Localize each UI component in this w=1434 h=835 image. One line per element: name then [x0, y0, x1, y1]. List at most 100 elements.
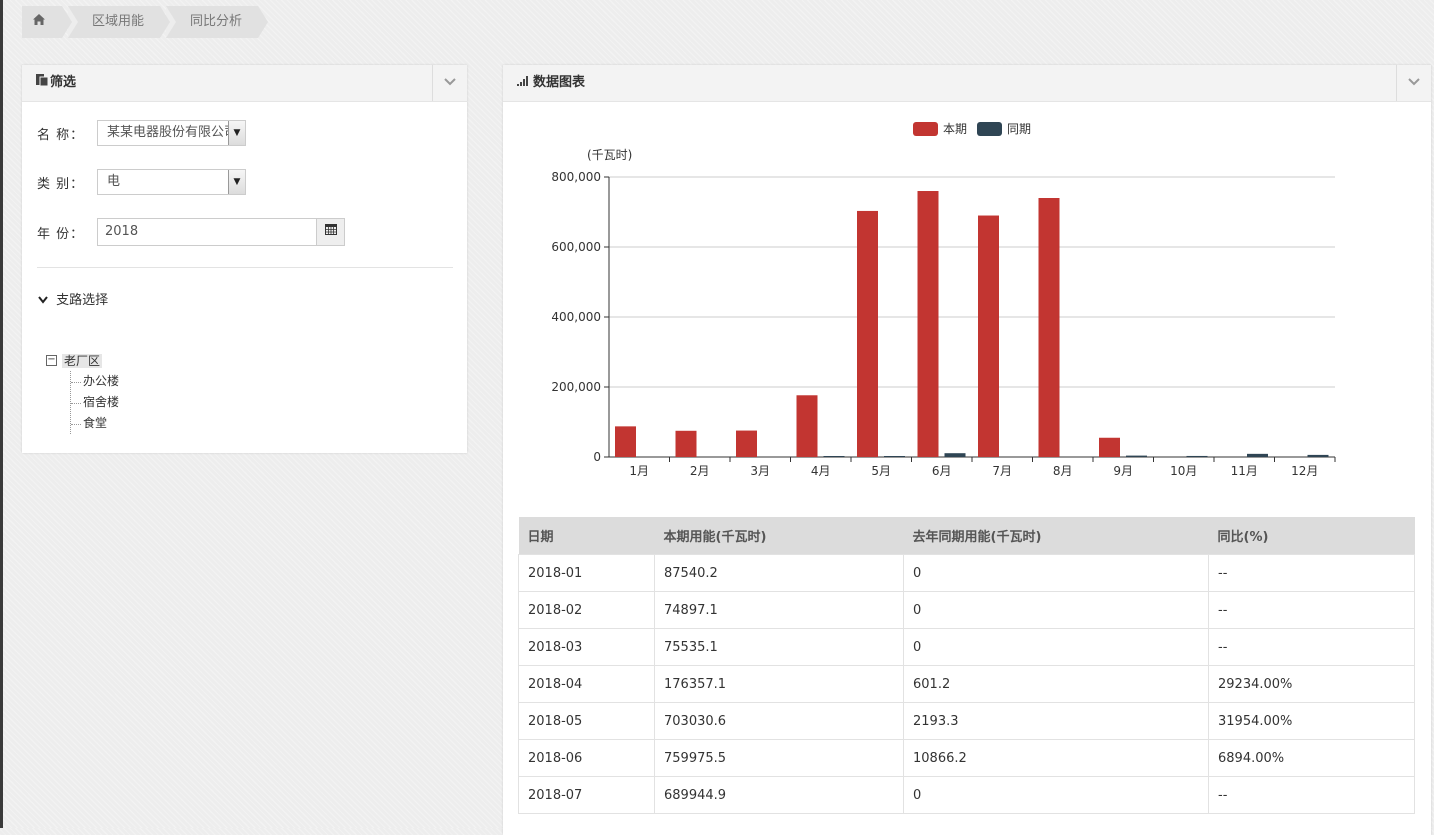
name-label: 名 称：	[37, 127, 85, 143]
category-select[interactable]: 电 ▼	[97, 169, 246, 195]
chevron-down-icon	[1408, 78, 1420, 86]
bar-current	[615, 426, 636, 457]
table-row: 2018-05 703030.6 2193.3 31954.00%	[518, 702, 1415, 740]
tree-root-label[interactable]: 老厂区	[62, 354, 103, 368]
y-tick-label: 800,000	[551, 170, 601, 184]
cell-date: 2018-06	[518, 739, 655, 777]
cell-last-year-energy: 0	[903, 554, 1209, 592]
tree-root-node[interactable]: − 老厂区	[46, 351, 119, 371]
bar-current	[796, 395, 818, 457]
cell-date: 2018-04	[518, 665, 655, 703]
x-tick-label: 10月	[1170, 464, 1197, 478]
category-label: 类 别：	[37, 176, 85, 192]
bar-last-year	[1186, 455, 1208, 457]
x-tick-label: 1月	[629, 464, 649, 478]
cell-last-year-energy: 0	[903, 628, 1209, 666]
calendar-icon	[324, 224, 337, 235]
filter-panel: 筛选 名 称： 某某电器股份有限公司 ▼ 类 别： 电 ▼ 年 份： 2018	[22, 65, 467, 453]
bar-current	[1099, 437, 1120, 457]
signal-bars-icon	[517, 65, 533, 101]
year-label: 年 份：	[37, 226, 85, 242]
bar-current	[1038, 198, 1060, 457]
name-select-value: 某某电器股份有限公司	[107, 125, 238, 140]
year-input[interactable]: 2018	[97, 218, 317, 246]
tree-node-dormitory[interactable]: 宿舍楼	[71, 392, 119, 413]
x-tick-label: 4月	[811, 464, 831, 478]
cell-date: 2018-01	[518, 554, 655, 592]
cell-last-year-energy: 0	[903, 591, 1209, 629]
bar-chart: (千瓦时) 0 200,000 400,000 600,000 800,000 1月 2月 3月…	[551, 148, 1336, 478]
bar-last-year	[1307, 454, 1329, 457]
cell-last-year-energy: 2193.3	[903, 702, 1209, 740]
filter-divider	[37, 267, 453, 268]
cell-current-energy: 689944.9	[654, 776, 904, 814]
y-tick-label: 0	[593, 450, 601, 464]
cell-current-energy: 87540.2	[654, 554, 904, 592]
bar-last-year	[1247, 453, 1268, 457]
x-tick-label: 11月	[1231, 464, 1258, 478]
chevron-down-icon	[38, 296, 48, 304]
cell-yoy-percent: --	[1208, 628, 1415, 666]
x-tick-label: 8月	[1053, 464, 1073, 478]
table-row: 2018-06 759975.5 10866.2 6894.00%	[518, 739, 1415, 777]
collapse-minus-icon[interactable]: −	[46, 354, 57, 366]
cell-yoy-percent: 29234.00%	[1208, 665, 1415, 703]
branch-select-toggle[interactable]: 支路选择	[38, 289, 108, 308]
tree-node-canteen[interactable]: 食堂	[71, 413, 119, 434]
cell-current-energy: 176357.1	[654, 665, 904, 703]
data-table: 日期 本期用能(千瓦时) 去年同期用能(千瓦时) 同比(%) 2018-01 87…	[518, 517, 1415, 814]
home-icon	[32, 6, 46, 38]
chart-panel: 数据图表 本期 同期 (千瓦时) 0 200,000 400,000 600,000 80…	[503, 65, 1431, 835]
bar-last-year	[823, 456, 845, 457]
bar-current	[917, 191, 939, 457]
chart-legend: 本期 同期	[913, 120, 1041, 137]
tree-children: 办公楼 宿舍楼 食堂	[70, 371, 119, 434]
legend-item-current[interactable]: 本期	[913, 120, 967, 137]
legend-label-last-year: 同期	[1007, 122, 1032, 136]
name-select[interactable]: 某某电器股份有限公司 ▼	[97, 120, 246, 146]
legend-swatch-last-year	[977, 121, 1003, 136]
cell-yoy-percent: --	[1208, 554, 1415, 592]
y-axis-unit-label: (千瓦时)	[587, 148, 632, 162]
x-tick-label: 6月	[932, 464, 952, 478]
table-row: 2018-04 176357.1 601.2 29234.00%	[518, 665, 1415, 703]
window-left-edge	[0, 0, 3, 828]
chevron-down-icon	[444, 78, 456, 86]
header-current-energy: 本期用能(千瓦时)	[654, 517, 904, 555]
bar-current	[978, 215, 999, 457]
x-tick-label: 5月	[871, 464, 891, 478]
category-select-value: 电	[107, 174, 121, 189]
cell-date: 2018-05	[518, 702, 655, 740]
breadcrumb-item-yoy-analysis[interactable]: 同比分析	[166, 6, 269, 38]
table-body: 2018-01 87540.2 0 -- 2018-02 74897.1 0 -- 2018-0…	[518, 554, 1415, 814]
cell-current-energy: 74897.1	[654, 591, 904, 629]
header-last-year-energy: 去年同期用能(千瓦时)	[903, 517, 1209, 555]
cell-current-energy: 703030.6	[654, 702, 904, 740]
chart-panel-title: 数据图表	[533, 75, 586, 90]
legend-item-last-year[interactable]: 同期	[977, 120, 1031, 137]
calendar-button[interactable]	[317, 218, 345, 246]
cell-last-year-energy: 0	[903, 776, 1209, 814]
breadcrumb-item-region-energy[interactable]: 区域用能	[68, 6, 171, 38]
header-date: 日期	[518, 517, 655, 555]
filter-collapse-button[interactable]	[432, 65, 467, 101]
table-row: 2018-02 74897.1 0 --	[518, 591, 1415, 629]
breadcrumb-home[interactable]	[22, 6, 72, 38]
bar-current	[857, 210, 878, 457]
name-row: 名 称： 某某电器股份有限公司 ▼	[37, 120, 246, 146]
cell-current-energy: 75535.1	[654, 628, 904, 666]
cell-last-year-energy: 601.2	[903, 665, 1209, 703]
bar-last-year	[944, 453, 966, 457]
cell-last-year-energy: 10866.2	[903, 739, 1209, 777]
chart-collapse-button[interactable]	[1396, 65, 1431, 101]
legend-label-current: 本期	[943, 122, 968, 136]
table-row: 2018-03 75535.1 0 --	[518, 628, 1415, 666]
branch-tree: − 老厂区 办公楼 宿舍楼 食堂	[46, 351, 119, 434]
cell-yoy-percent: 31954.00%	[1208, 702, 1415, 740]
cell-current-energy: 759975.5	[654, 739, 904, 777]
x-tick-label: 2月	[690, 464, 710, 478]
filter-panel-title: 筛选	[50, 75, 77, 90]
bar-current	[675, 430, 697, 457]
y-tick-label: 400,000	[551, 310, 601, 324]
tree-node-office[interactable]: 办公楼	[71, 371, 119, 392]
